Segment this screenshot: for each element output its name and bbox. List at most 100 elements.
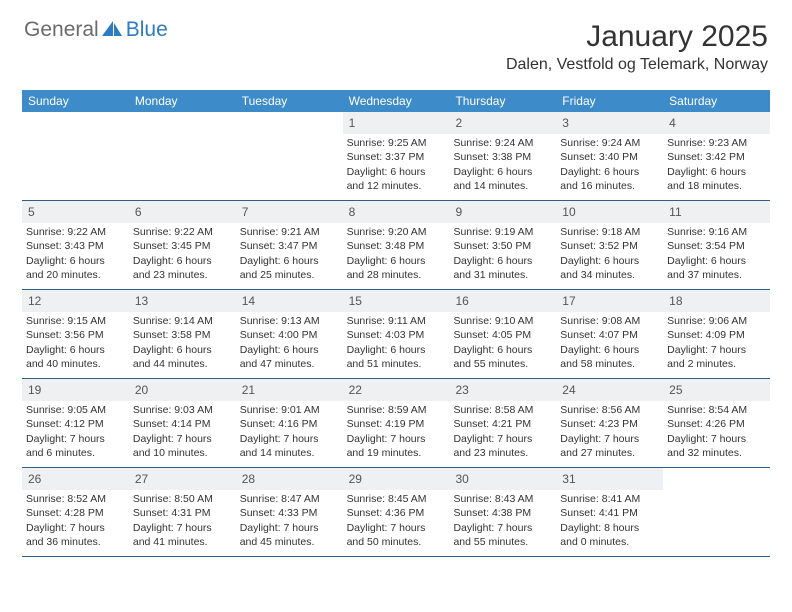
day-line: Sunrise: 9:15 AM <box>26 314 125 328</box>
day-line: Sunrise: 9:18 AM <box>560 225 659 239</box>
day-line: Sunset: 4:19 PM <box>347 417 446 431</box>
day-line: Sunrise: 8:54 AM <box>667 403 766 417</box>
weeks-container: 1Sunrise: 9:25 AMSunset: 3:37 PMDaylight… <box>22 112 770 557</box>
day-content: Sunrise: 9:24 AMSunset: 3:40 PMDaylight:… <box>556 136 663 197</box>
day-cell: 22Sunrise: 8:59 AMSunset: 4:19 PMDayligh… <box>343 379 450 467</box>
day-content: Sunrise: 9:05 AMSunset: 4:12 PMDaylight:… <box>22 403 129 464</box>
day-line: Sunrise: 9:13 AM <box>240 314 339 328</box>
day-line: Sunrise: 8:59 AM <box>347 403 446 417</box>
day-cell: 13Sunrise: 9:14 AMSunset: 3:58 PMDayligh… <box>129 290 236 378</box>
day-cell: 31Sunrise: 8:41 AMSunset: 4:41 PMDayligh… <box>556 468 663 556</box>
day-cell: 5Sunrise: 9:22 AMSunset: 3:43 PMDaylight… <box>22 201 129 289</box>
day-line: Sunrise: 9:22 AM <box>26 225 125 239</box>
day-content: Sunrise: 8:56 AMSunset: 4:23 PMDaylight:… <box>556 403 663 464</box>
calendar: SundayMondayTuesdayWednesdayThursdayFrid… <box>22 90 770 557</box>
day-cell <box>663 468 770 556</box>
day-number: 30 <box>449 468 556 490</box>
day-line: Sunrise: 8:45 AM <box>347 492 446 506</box>
day-number: 8 <box>343 201 450 223</box>
day-line: Sunrise: 9:21 AM <box>240 225 339 239</box>
day-cell <box>129 112 236 200</box>
day-content: Sunrise: 8:45 AMSunset: 4:36 PMDaylight:… <box>343 492 450 553</box>
logo: General Blue <box>24 18 168 42</box>
day-number: 4 <box>663 112 770 134</box>
day-cell <box>236 112 343 200</box>
day-cell: 18Sunrise: 9:06 AMSunset: 4:09 PMDayligh… <box>663 290 770 378</box>
day-number: 15 <box>343 290 450 312</box>
day-content: Sunrise: 9:11 AMSunset: 4:03 PMDaylight:… <box>343 314 450 375</box>
day-content: Sunrise: 8:50 AMSunset: 4:31 PMDaylight:… <box>129 492 236 553</box>
day-line: Sunrise: 9:03 AM <box>133 403 232 417</box>
day-line: Daylight: 6 hours and 12 minutes. <box>347 165 446 193</box>
day-cell: 6Sunrise: 9:22 AMSunset: 3:45 PMDaylight… <box>129 201 236 289</box>
day-cell: 21Sunrise: 9:01 AMSunset: 4:16 PMDayligh… <box>236 379 343 467</box>
day-line: Daylight: 7 hours and 2 minutes. <box>667 343 766 371</box>
location-label: Dalen, Vestfold og Telemark, Norway <box>506 56 768 74</box>
day-line: Sunrise: 9:14 AM <box>133 314 232 328</box>
day-line: Daylight: 7 hours and 32 minutes. <box>667 432 766 460</box>
day-content: Sunrise: 9:08 AMSunset: 4:07 PMDaylight:… <box>556 314 663 375</box>
day-content: Sunrise: 9:19 AMSunset: 3:50 PMDaylight:… <box>449 225 556 286</box>
day-cell: 16Sunrise: 9:10 AMSunset: 4:05 PMDayligh… <box>449 290 556 378</box>
day-line: Sunrise: 8:58 AM <box>453 403 552 417</box>
day-line: Daylight: 6 hours and 40 minutes. <box>26 343 125 371</box>
day-content: Sunrise: 8:52 AMSunset: 4:28 PMDaylight:… <box>22 492 129 553</box>
day-number: 6 <box>129 201 236 223</box>
day-content: Sunrise: 8:47 AMSunset: 4:33 PMDaylight:… <box>236 492 343 553</box>
day-line: Sunrise: 8:52 AM <box>26 492 125 506</box>
day-line: Sunset: 3:56 PM <box>26 328 125 342</box>
day-number: 17 <box>556 290 663 312</box>
day-line: Sunset: 4:03 PM <box>347 328 446 342</box>
day-line: Daylight: 7 hours and 6 minutes. <box>26 432 125 460</box>
day-line: Sunset: 4:36 PM <box>347 506 446 520</box>
day-cell: 7Sunrise: 9:21 AMSunset: 3:47 PMDaylight… <box>236 201 343 289</box>
day-header: Friday <box>556 90 663 112</box>
month-title: January 2025 <box>506 20 768 54</box>
day-content: Sunrise: 9:13 AMSunset: 4:00 PMDaylight:… <box>236 314 343 375</box>
day-content: Sunrise: 8:59 AMSunset: 4:19 PMDaylight:… <box>343 403 450 464</box>
day-number: 25 <box>663 379 770 401</box>
week-row: 19Sunrise: 9:05 AMSunset: 4:12 PMDayligh… <box>22 379 770 468</box>
day-line: Daylight: 7 hours and 50 minutes. <box>347 521 446 549</box>
day-line: Sunset: 4:33 PM <box>240 506 339 520</box>
day-cell: 24Sunrise: 8:56 AMSunset: 4:23 PMDayligh… <box>556 379 663 467</box>
day-number: 12 <box>22 290 129 312</box>
day-line: Sunrise: 9:24 AM <box>560 136 659 150</box>
day-line: Daylight: 6 hours and 20 minutes. <box>26 254 125 282</box>
day-cell: 23Sunrise: 8:58 AMSunset: 4:21 PMDayligh… <box>449 379 556 467</box>
day-line: Daylight: 7 hours and 10 minutes. <box>133 432 232 460</box>
day-number: 14 <box>236 290 343 312</box>
day-line: Daylight: 7 hours and 23 minutes. <box>453 432 552 460</box>
day-line: Daylight: 7 hours and 55 minutes. <box>453 521 552 549</box>
day-line: Sunrise: 8:43 AM <box>453 492 552 506</box>
day-content: Sunrise: 9:18 AMSunset: 3:52 PMDaylight:… <box>556 225 663 286</box>
day-cell: 9Sunrise: 9:19 AMSunset: 3:50 PMDaylight… <box>449 201 556 289</box>
day-line: Daylight: 6 hours and 44 minutes. <box>133 343 232 371</box>
day-line: Sunrise: 9:08 AM <box>560 314 659 328</box>
day-content <box>129 120 236 124</box>
day-line: Sunset: 3:48 PM <box>347 239 446 253</box>
day-cell: 29Sunrise: 8:45 AMSunset: 4:36 PMDayligh… <box>343 468 450 556</box>
day-line: Sunrise: 9:25 AM <box>347 136 446 150</box>
day-cell: 11Sunrise: 9:16 AMSunset: 3:54 PMDayligh… <box>663 201 770 289</box>
day-number: 10 <box>556 201 663 223</box>
day-line: Daylight: 6 hours and 55 minutes. <box>453 343 552 371</box>
day-content: Sunrise: 9:24 AMSunset: 3:38 PMDaylight:… <box>449 136 556 197</box>
week-row: 5Sunrise: 9:22 AMSunset: 3:43 PMDaylight… <box>22 201 770 290</box>
day-line: Daylight: 6 hours and 31 minutes. <box>453 254 552 282</box>
day-line: Sunset: 3:37 PM <box>347 150 446 164</box>
day-line: Sunset: 4:07 PM <box>560 328 659 342</box>
day-line: Sunset: 4:05 PM <box>453 328 552 342</box>
day-number: 7 <box>236 201 343 223</box>
day-cell: 4Sunrise: 9:23 AMSunset: 3:42 PMDaylight… <box>663 112 770 200</box>
day-content: Sunrise: 8:41 AMSunset: 4:41 PMDaylight:… <box>556 492 663 553</box>
day-content: Sunrise: 8:43 AMSunset: 4:38 PMDaylight:… <box>449 492 556 553</box>
day-line: Daylight: 6 hours and 14 minutes. <box>453 165 552 193</box>
day-line: Daylight: 6 hours and 51 minutes. <box>347 343 446 371</box>
day-line: Sunrise: 9:10 AM <box>453 314 552 328</box>
day-line: Sunset: 4:14 PM <box>133 417 232 431</box>
day-line: Daylight: 7 hours and 14 minutes. <box>240 432 339 460</box>
day-line: Sunrise: 9:19 AM <box>453 225 552 239</box>
day-line: Sunset: 3:45 PM <box>133 239 232 253</box>
logo-text-general: General <box>24 18 99 42</box>
